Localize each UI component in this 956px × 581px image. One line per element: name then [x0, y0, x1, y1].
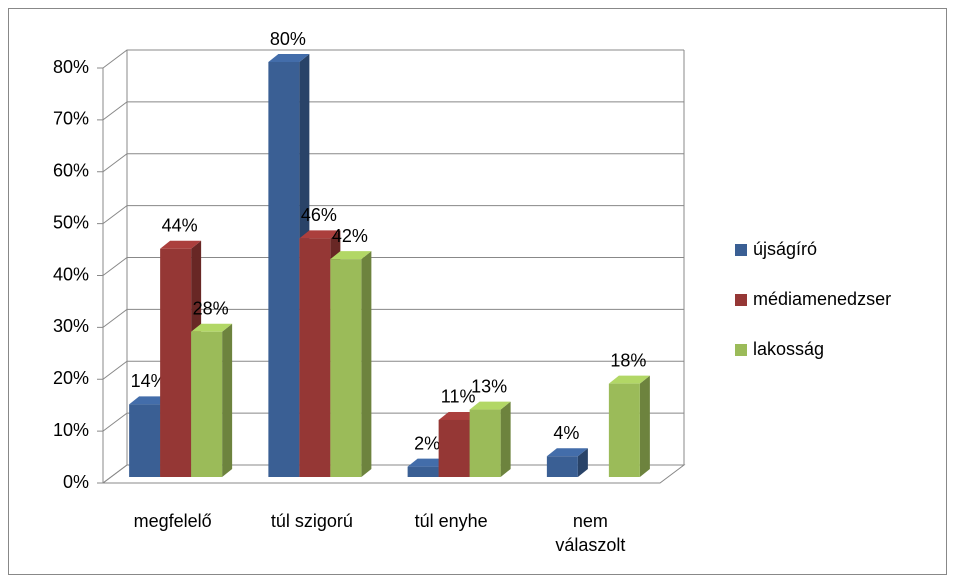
- bar-top: [191, 323, 233, 332]
- bar-group: [608, 375, 650, 477]
- grid-line: [102, 360, 684, 380]
- grid-line: [102, 49, 684, 69]
- bar-top: [268, 54, 310, 62]
- data-label: 4%: [553, 423, 579, 443]
- bar: [546, 456, 578, 477]
- bar-side: [577, 448, 588, 477]
- data-label: 2%: [414, 433, 440, 453]
- bar-top: [299, 230, 341, 239]
- bar-side: [639, 375, 650, 477]
- bar-side: [500, 401, 511, 477]
- legend-swatch: [735, 244, 747, 256]
- legend-label: újságíró: [753, 239, 817, 259]
- bar: [191, 331, 223, 477]
- x-tick-label: túl enyhe: [414, 511, 488, 531]
- bar-top: [129, 396, 171, 405]
- y-tick-label: 0%: [63, 472, 89, 492]
- data-label: 18%: [610, 350, 646, 370]
- grid-line: [102, 205, 684, 225]
- y-tick-label: 70%: [53, 109, 89, 129]
- y-tick-label: 40%: [53, 264, 89, 284]
- bar-group: [268, 54, 310, 477]
- y-tick-label: 50%: [53, 212, 89, 232]
- x-tick-label: túl szigorú: [270, 511, 353, 531]
- legend-label: médiamenedzser: [753, 289, 891, 309]
- bar-group: [330, 251, 372, 477]
- bar: [160, 248, 192, 477]
- bar-group: [160, 240, 202, 477]
- bar-top: [160, 240, 202, 249]
- bar-side: [361, 251, 372, 477]
- bar: [299, 238, 331, 477]
- grid-line: [102, 153, 684, 173]
- grid-line: [102, 257, 684, 276]
- y-tick-label: 30%: [53, 316, 89, 336]
- bar-top: [407, 458, 449, 467]
- grid-line: [102, 101, 684, 121]
- bar-top: [546, 448, 588, 457]
- bar: [268, 62, 300, 477]
- bar: [438, 419, 470, 477]
- data-label: 42%: [332, 226, 368, 246]
- bar: [129, 404, 161, 477]
- data-label: 44%: [162, 216, 198, 236]
- bar: [407, 466, 439, 477]
- bar-top: [608, 375, 650, 384]
- bar: [469, 409, 501, 477]
- x-tick-label: nem válaszolt: [555, 511, 626, 555]
- y-tick-label: 60%: [53, 161, 89, 181]
- x-tick-label: megfelelő: [133, 511, 212, 531]
- bar-group: [469, 401, 511, 477]
- data-label: 14%: [131, 371, 167, 391]
- grid-line: [102, 308, 684, 328]
- y-tick-label: 20%: [53, 368, 89, 388]
- legend-label: lakosság: [753, 339, 824, 359]
- bar-top: [469, 401, 511, 410]
- bar-top: [438, 411, 480, 420]
- bar: [608, 383, 640, 477]
- legend-swatch: [735, 294, 747, 306]
- bar: [330, 259, 362, 477]
- y-tick-label: 10%: [53, 420, 89, 440]
- data-label: 11%: [441, 387, 476, 407]
- legend-swatch: [735, 344, 747, 356]
- bar-group: [546, 448, 588, 477]
- bar-side: [222, 323, 233, 477]
- data-label: 13%: [471, 376, 507, 396]
- y-tick-label: 80%: [53, 57, 89, 77]
- data-label: 28%: [193, 299, 229, 319]
- bar-group: [191, 323, 233, 477]
- data-label: 46%: [301, 205, 337, 225]
- data-label: 80%: [270, 29, 306, 49]
- bar-top: [330, 251, 372, 260]
